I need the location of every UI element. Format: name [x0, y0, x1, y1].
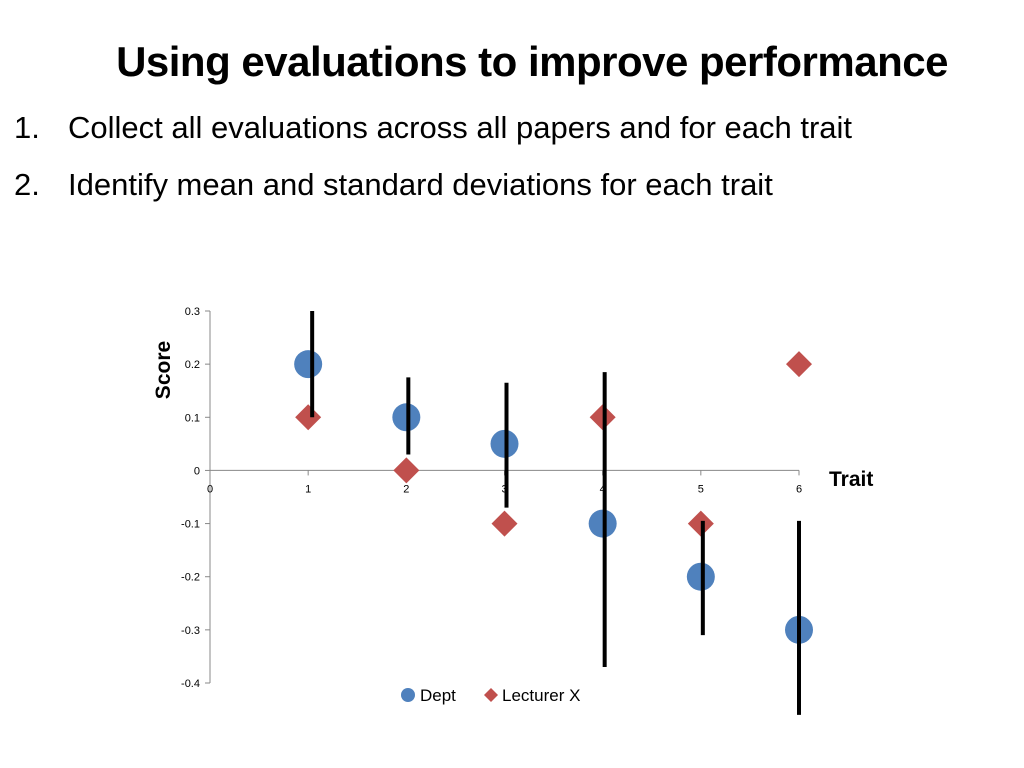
bullet-list: 1. Collect all evaluations across all pa…	[14, 110, 852, 224]
y-tick-label: -0.2	[181, 572, 200, 584]
y-tick-label: 0.1	[185, 412, 200, 424]
y-tick-label: -0.1	[181, 519, 200, 531]
bullet-number: 2.	[14, 167, 40, 202]
legend-lecturer-marker	[484, 688, 498, 702]
x-tick-label: 1	[305, 483, 311, 495]
lecturer-point	[491, 510, 518, 537]
lecturer-point	[786, 351, 812, 378]
y-tick-label: 0.3	[185, 306, 200, 318]
y-tick-label: -0.3	[181, 625, 200, 637]
legend-lecturer-label: Lecturer X	[502, 686, 580, 705]
slide-title: Using evaluations to improve performance	[116, 38, 948, 85]
x-tick-label: 2	[403, 483, 409, 495]
x-tick-label: 0	[207, 483, 213, 495]
x-tick-label: 6	[796, 483, 802, 495]
lecturer-point	[295, 404, 322, 431]
bullet-text: Identify mean and standard deviations fo…	[68, 167, 773, 202]
y-tick-label: 0.2	[185, 359, 200, 371]
y-axis-title: Score	[152, 341, 175, 399]
bullet-text: Collect all evaluations across all paper…	[68, 110, 853, 145]
x-tick-label: 5	[698, 483, 704, 495]
legend-dept-label: Dept	[420, 686, 456, 705]
bullet-item: 2. Identify mean and standard deviations…	[14, 167, 852, 224]
legend-dept-marker	[401, 688, 415, 702]
y-tick-label: 0	[194, 465, 200, 477]
lecturer-point	[393, 457, 420, 484]
x-axis-title: Trait	[829, 468, 873, 491]
bullet-item: 1. Collect all evaluations across all pa…	[14, 110, 852, 167]
bullet-number: 1.	[14, 110, 40, 145]
dept-point	[294, 350, 323, 379]
y-tick-label: -0.4	[181, 678, 200, 690]
